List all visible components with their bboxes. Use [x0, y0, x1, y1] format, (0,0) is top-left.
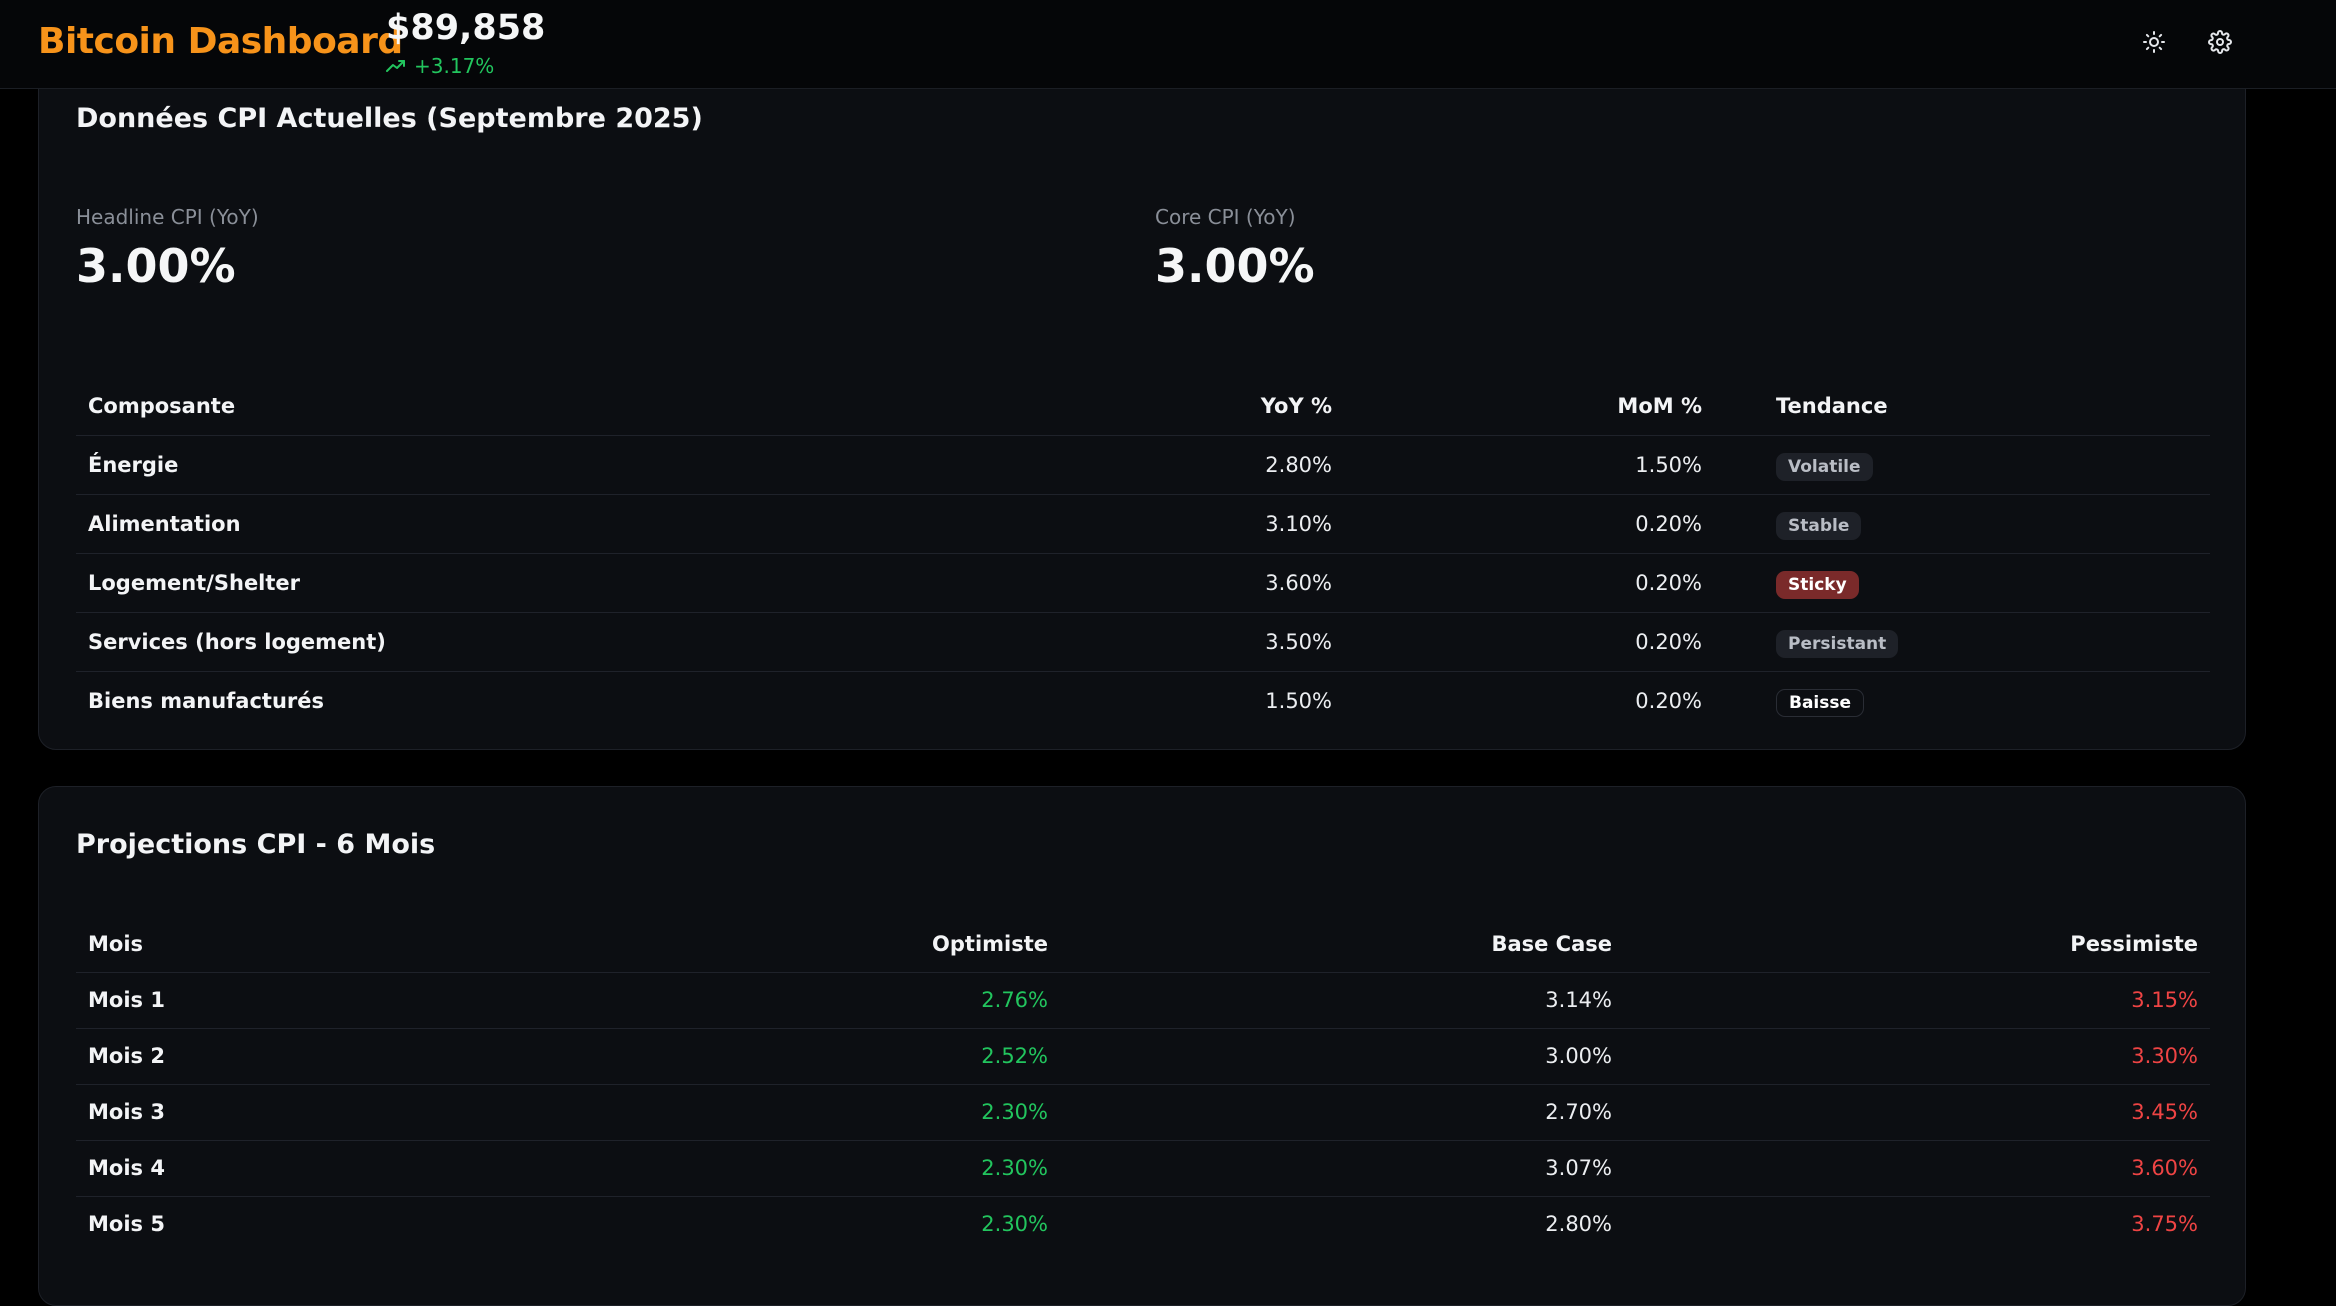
projection-base: 3.07%	[1545, 1156, 1612, 1180]
btc-price: $89,858	[386, 8, 546, 48]
component-yoy: 3.10%	[1265, 512, 1332, 536]
trend-badge: Baisse	[1776, 689, 1865, 717]
component-name: Biens manufacturés	[88, 689, 325, 713]
component-mom: 0.20%	[1635, 689, 1702, 713]
headline-cpi-label: Headline CPI (YoY)	[76, 205, 259, 229]
component-mom: 0.20%	[1635, 571, 1702, 595]
table-header-row: Composante YoY % MoM % Tendance	[76, 377, 2210, 436]
projection-month: Mois 4	[88, 1156, 165, 1180]
table-row: Alimentation 3.10% 0.20% Stable	[76, 495, 2210, 554]
projection-month: Mois 5	[88, 1212, 165, 1236]
trend-badge: Sticky	[1776, 571, 1859, 599]
cpi-projections-card: Projections CPI - 6 Mois Mois Optimiste …	[38, 786, 2246, 1306]
projection-base: 3.00%	[1545, 1044, 1612, 1068]
projection-optimistic: 2.76%	[981, 988, 1048, 1012]
table-row: Mois 2 2.52% 3.00% 3.30%	[76, 1029, 2210, 1085]
cpi-projections-title: Projections CPI - 6 Mois	[76, 829, 436, 860]
col-trend: Tendance	[1776, 394, 1888, 418]
price-change: +3.17%	[386, 52, 494, 80]
table-row: Services (hors logement) 3.50% 0.20% Per…	[76, 613, 2210, 672]
component-name: Alimentation	[88, 512, 241, 536]
trend-badge: Volatile	[1776, 453, 1873, 481]
cpi-projections-table: Mois Optimiste Base Case Pessimiste Mois…	[76, 917, 2210, 1252]
component-name: Services (hors logement)	[88, 630, 386, 654]
app-title[interactable]: Bitcoin Dashboard	[38, 21, 403, 62]
table-row: Mois 1 2.76% 3.14% 3.15%	[76, 973, 2210, 1029]
component-mom: 0.20%	[1635, 630, 1702, 654]
headline-cpi-value: 3.00%	[76, 239, 236, 293]
table-row: Énergie 2.80% 1.50% Volatile	[76, 436, 2210, 495]
col-optimistic: Optimiste	[932, 932, 1048, 956]
projection-month: Mois 1	[88, 988, 165, 1012]
top-bar: Bitcoin Dashboard $89,858 +3.17%	[0, 0, 2336, 89]
cpi-current-card: Données CPI Actuelles (Septembre 2025) H…	[38, 40, 2246, 750]
projection-pessimistic: 3.75%	[2131, 1212, 2198, 1236]
table-row: Logement/Shelter 3.60% 0.20% Sticky	[76, 554, 2210, 613]
component-mom: 1.50%	[1635, 453, 1702, 477]
projection-optimistic: 2.30%	[981, 1212, 1048, 1236]
component-yoy: 3.60%	[1265, 571, 1332, 595]
gear-icon	[2208, 30, 2232, 54]
component-name: Énergie	[88, 453, 179, 477]
projection-pessimistic: 3.30%	[2131, 1044, 2198, 1068]
projection-optimistic: 2.30%	[981, 1156, 1048, 1180]
projection-base: 2.80%	[1545, 1212, 1612, 1236]
component-yoy: 3.50%	[1265, 630, 1332, 654]
price-change-value: +3.17%	[414, 54, 495, 78]
table-row: Mois 4 2.30% 3.07% 3.60%	[76, 1141, 2210, 1197]
table-row: Biens manufacturés 1.50% 0.20% Baisse	[76, 672, 2210, 730]
projection-month: Mois 3	[88, 1100, 165, 1124]
projection-pessimistic: 3.45%	[2131, 1100, 2198, 1124]
component-name: Logement/Shelter	[88, 571, 301, 595]
core-cpi-value: 3.00%	[1155, 239, 1315, 293]
component-mom: 0.20%	[1635, 512, 1702, 536]
projection-pessimistic: 3.15%	[2131, 988, 2198, 1012]
col-base-case: Base Case	[1491, 932, 1612, 956]
sun-icon	[2143, 31, 2165, 53]
table-row: Mois 5 2.30% 2.80% 3.75%	[76, 1197, 2210, 1252]
projection-pessimistic: 3.60%	[2131, 1156, 2198, 1180]
component-yoy: 1.50%	[1265, 689, 1332, 713]
col-yoy: YoY %	[1260, 394, 1332, 418]
projection-optimistic: 2.52%	[981, 1044, 1048, 1068]
trend-badge: Persistant	[1776, 630, 1899, 658]
col-mom: MoM %	[1617, 394, 1702, 418]
cpi-components-table: Composante YoY % MoM % Tendance Énergie …	[76, 377, 2210, 730]
trending-up-icon	[386, 60, 405, 72]
projection-month: Mois 2	[88, 1044, 165, 1068]
table-row: Mois 3 2.30% 2.70% 3.45%	[76, 1085, 2210, 1141]
cpi-current-title: Données CPI Actuelles (Septembre 2025)	[76, 103, 703, 134]
projection-optimistic: 2.30%	[981, 1100, 1048, 1124]
table-header-row: Mois Optimiste Base Case Pessimiste	[76, 917, 2210, 973]
projection-base: 3.14%	[1545, 988, 1612, 1012]
col-component: Composante	[88, 394, 236, 418]
trend-badge: Stable	[1776, 512, 1862, 540]
col-pessimistic: Pessimiste	[2070, 932, 2198, 956]
settings-button[interactable]	[2200, 22, 2240, 62]
col-month: Mois	[88, 932, 144, 956]
projection-base: 2.70%	[1545, 1100, 1612, 1124]
theme-toggle-button[interactable]	[2134, 22, 2174, 62]
component-yoy: 2.80%	[1265, 453, 1332, 477]
core-cpi-label: Core CPI (YoY)	[1155, 205, 1296, 229]
